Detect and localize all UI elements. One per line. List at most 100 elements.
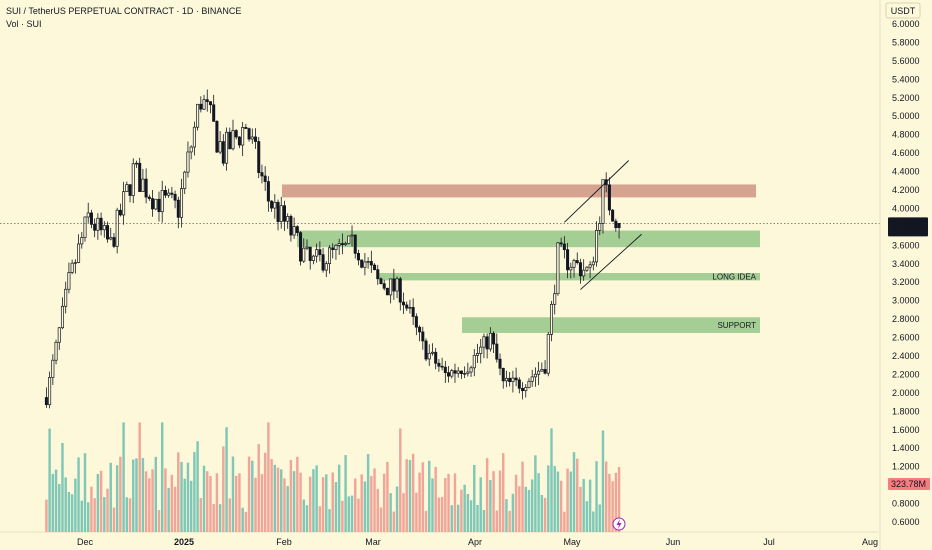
volume-bar — [395, 486, 399, 532]
candle-body — [392, 278, 396, 292]
price-tick-label: 5.6000 — [892, 56, 920, 66]
candle-body — [308, 246, 312, 261]
symbol-title[interactable]: SUI / TetherUS PERPETUAL CONTRACT · 1D ·… — [6, 6, 242, 16]
candle-body — [524, 387, 528, 392]
candle-body — [73, 262, 77, 264]
volume-bar — [241, 507, 244, 532]
volume-bar — [254, 477, 257, 532]
volume-bar — [402, 493, 405, 532]
candle-body — [170, 192, 174, 195]
volume-bar — [228, 498, 231, 532]
volume-bar — [296, 456, 299, 532]
candle-body — [118, 209, 122, 216]
volume-bar — [495, 510, 499, 532]
volume-bar — [566, 468, 569, 532]
candle-body — [385, 287, 389, 296]
volume-bar — [45, 499, 48, 532]
volume-bar — [315, 465, 318, 532]
lightning-icon[interactable] — [612, 517, 626, 531]
volume-bar — [463, 484, 466, 532]
zone-support-1 — [297, 230, 760, 248]
candle-body — [77, 243, 81, 263]
date-tick-label: Dec — [77, 537, 94, 547]
volume-bar — [292, 471, 296, 532]
price-tick-label: 4.4000 — [892, 167, 920, 177]
volume-bar — [341, 500, 344, 532]
volume-bar — [415, 492, 418, 532]
candle-body — [318, 249, 322, 256]
candle-body — [395, 278, 399, 292]
candle-body — [154, 198, 158, 210]
candle-body — [521, 387, 525, 392]
candle-body — [607, 184, 611, 211]
candle-body — [369, 261, 373, 266]
price-tick-label: 1.8000 — [892, 406, 920, 416]
candle-body — [533, 373, 537, 378]
candle-body — [106, 225, 110, 240]
volume-bar — [360, 474, 363, 532]
volume-bar — [119, 456, 122, 532]
candle-body — [131, 163, 135, 196]
volume-bar — [141, 458, 145, 532]
candle-body — [57, 327, 61, 343]
volume-bar — [157, 510, 161, 532]
candle-body — [331, 247, 335, 250]
volume-bar — [112, 507, 116, 532]
volume-bar — [328, 509, 331, 532]
volume-bar — [601, 430, 605, 532]
candle-body — [376, 269, 380, 280]
candle-body — [373, 264, 377, 271]
volume-bar — [244, 511, 248, 532]
volume-bar — [180, 461, 183, 532]
candle-body — [508, 377, 512, 383]
volume-bar — [280, 469, 283, 532]
volume-bar — [103, 497, 106, 532]
candle-body — [466, 371, 470, 374]
candle-body — [122, 191, 126, 216]
volume-indicator-label[interactable]: Vol · SUI — [6, 19, 42, 29]
date-tick-label: May — [563, 537, 581, 547]
volume-bar — [382, 473, 386, 532]
volume-bar — [54, 469, 58, 532]
candle-body — [495, 343, 499, 360]
zone-label-3: SUPPORT — [717, 321, 756, 330]
candle-body — [617, 223, 621, 229]
channel-line-upper — [564, 160, 630, 223]
volume-bar — [93, 498, 96, 532]
candle-body — [360, 259, 364, 268]
candle-body — [231, 130, 235, 150]
candle-body — [353, 234, 357, 254]
volume-bar — [299, 472, 302, 532]
candle-body — [160, 189, 164, 213]
candle-body — [430, 351, 434, 354]
volume-bar — [83, 453, 87, 532]
candle-body — [141, 178, 145, 192]
date-tick-label: 2025 — [174, 537, 194, 547]
volume-bar — [617, 467, 621, 532]
volume-bar — [366, 454, 370, 532]
date-tick-label: Jul — [763, 537, 775, 547]
volume-bar — [218, 504, 222, 532]
volume-bar — [572, 452, 576, 532]
volume-bar — [273, 464, 277, 532]
volume-bar — [70, 494, 74, 532]
candle-body — [414, 316, 418, 328]
candle-body — [511, 377, 515, 383]
volume-bar — [58, 484, 61, 532]
volume-bar — [527, 490, 531, 532]
candle-body — [144, 178, 148, 198]
price-tick-label: 2.8000 — [892, 314, 920, 324]
volume-bar — [138, 422, 141, 532]
candle-body — [254, 136, 258, 142]
price-tick-label: 2.4000 — [892, 351, 920, 361]
candle-body — [585, 266, 589, 271]
volume-bar — [196, 441, 199, 532]
volume-bar — [183, 478, 186, 532]
price-tick-label: 1.6000 — [892, 425, 920, 435]
candle-body — [102, 225, 106, 231]
candle-body — [128, 184, 132, 196]
candle-body — [260, 172, 264, 177]
candle-body — [340, 243, 344, 246]
volume-bar — [106, 488, 109, 532]
